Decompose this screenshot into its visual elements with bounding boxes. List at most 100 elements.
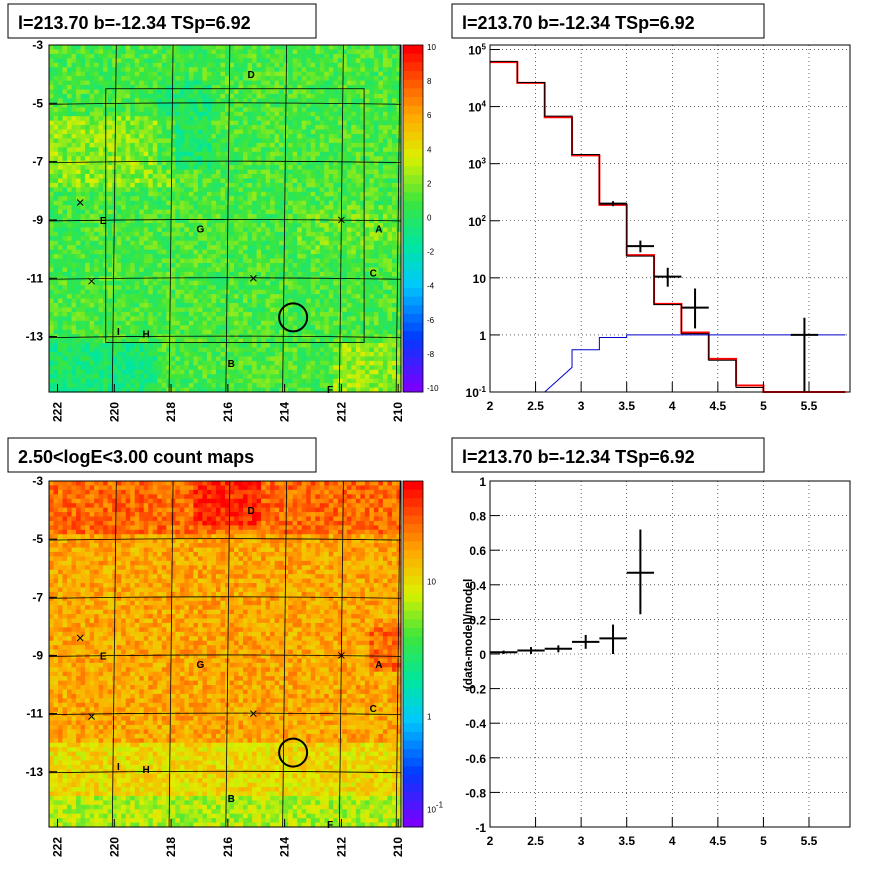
panel-title-2: l=213.70 b=-12.34 TSp=6.92: [462, 13, 695, 33]
y-tick-label: -0.6: [465, 752, 486, 766]
x-tick-label: 218: [164, 402, 178, 422]
y-tick-label: -5: [32, 96, 43, 110]
y-tick-label: 0.8: [469, 510, 486, 524]
panel-title-3: 2.50<logE<3.00 count maps: [18, 447, 254, 467]
source-label-G: G: [196, 660, 204, 671]
plot-frame: [489, 44, 851, 393]
source-cross: [88, 713, 95, 720]
colorbar-tick: -10: [427, 384, 439, 393]
source-label-E: E: [100, 651, 107, 662]
x-tick-label: 220: [107, 837, 121, 857]
x-tick-label: 218: [164, 837, 178, 857]
ratio-plot: 1 0.8 0.6 0.4 0.2 0 -0.2 -0.4 -0.6 -0.8 -12 2.5 3 3.5…: [461, 475, 851, 848]
x-tick-label: 2: [487, 834, 494, 848]
panel-title-1: l=213.70 b=-12.34 TSp=6.92: [18, 13, 251, 33]
y-tick-label: -1: [475, 821, 486, 835]
panel-title-3-box: [7, 437, 317, 473]
colorbar-tick: 2: [427, 179, 432, 188]
source-cross: [338, 216, 345, 224]
source-label-D: D: [248, 506, 255, 517]
x-tick-label: 2.5: [527, 399, 544, 413]
x-tick-label: 210: [391, 402, 405, 422]
source-label-I: I: [117, 762, 120, 773]
source-label-A: A: [375, 660, 382, 671]
colorbar-tick: -8: [427, 350, 435, 359]
colorbar-tick: 1: [427, 712, 432, 721]
colorbar-tick: -6: [427, 316, 435, 325]
x-tick-label: 5.5: [801, 834, 818, 848]
source-label-A: A: [375, 225, 382, 236]
source-label-B: B: [228, 359, 235, 370]
y-tick-label: -7: [32, 590, 43, 604]
x-tick-label: 5: [760, 834, 767, 848]
y-tick-label: -3: [32, 38, 43, 52]
source-label-I: I: [117, 327, 120, 338]
x-tick-label: 4: [669, 834, 676, 848]
x-tick-label: 3.5: [618, 399, 635, 413]
panel-title-4-box: [451, 437, 765, 473]
source-label-B: B: [228, 794, 235, 805]
y-tick-label: 10-1: [466, 385, 487, 400]
y-tick-label: -13: [26, 330, 44, 344]
source-label-D: D: [248, 70, 255, 81]
y-tick-label: 0.2: [469, 613, 486, 627]
y-tick-label: 1: [479, 475, 486, 489]
y-tick-label: -11: [26, 271, 43, 285]
source-label-C: C: [370, 268, 377, 279]
plot-frame: [48, 44, 402, 393]
y-tick-label: 104: [468, 100, 486, 115]
y-tick-label: 1: [479, 329, 486, 343]
x-tick-label: 2.5: [527, 834, 544, 848]
y-tick-label: -13: [26, 765, 44, 779]
x-tick-label: 216: [221, 402, 235, 422]
source-cross: [88, 277, 95, 285]
x-tick-label: 3.5: [618, 834, 635, 848]
y-tick-label: 0.6: [469, 544, 486, 558]
y-tick-label: 103: [468, 157, 486, 172]
x-tick-label: 5.5: [801, 399, 818, 413]
y-tick-label: 105: [468, 43, 486, 58]
y-axis-label: (data-model)/model: [461, 579, 475, 690]
coordinate-grid: [48, 44, 402, 393]
colorbar-tick: -2: [427, 248, 435, 257]
x-tick-label: 2: [487, 399, 494, 413]
y-tick-label: -0.4: [465, 717, 486, 731]
heatmap-cells: [49, 481, 402, 828]
coordinate-grid: [48, 480, 402, 828]
x-tick-label: 216: [221, 837, 235, 857]
target-circle: [278, 737, 309, 768]
panel-title-1-box: [7, 3, 317, 39]
source-label-F: F: [327, 385, 333, 396]
grid: [490, 481, 850, 827]
y-tick-label: 0.4: [469, 579, 486, 593]
source-label-F: F: [327, 820, 333, 831]
source-label-G: G: [196, 225, 204, 236]
y-tick-label: 10: [473, 272, 487, 286]
roi-box: [105, 88, 365, 343]
y-tick-label: -0.2: [465, 683, 486, 697]
x-tick-label: 220: [107, 402, 121, 422]
panel-title-2-box: [451, 3, 765, 39]
source-cross: [338, 652, 345, 659]
source-label-H: H: [143, 330, 150, 341]
skymap-2: D E G A C I H B F -3 -5 -7 -9 -11 -13 222 220 218 216 214 21…: [26, 474, 444, 857]
source-label-H: H: [143, 765, 150, 776]
plot-frame: [48, 480, 402, 828]
source-label-E: E: [100, 216, 107, 227]
colorbar-tick: 8: [427, 77, 432, 86]
panel-title-4: l=213.70 b=-12.34 TSp=6.92: [462, 447, 695, 467]
series-line-2: [544, 334, 846, 393]
source-cross: [250, 274, 257, 282]
colorbar-tick: 6: [427, 111, 432, 120]
colorbar-tick: 10: [427, 43, 436, 52]
x-tick-label: 222: [51, 837, 65, 857]
colorbar-tick: 4: [427, 145, 432, 154]
target-circle: [278, 302, 309, 333]
y-tick-label: 0: [479, 648, 486, 662]
heatmap-cells: [49, 45, 402, 393]
x-tick-label: 4.5: [710, 399, 727, 413]
source-cross: [76, 199, 84, 206]
colorbar-tick: 10: [427, 577, 436, 586]
